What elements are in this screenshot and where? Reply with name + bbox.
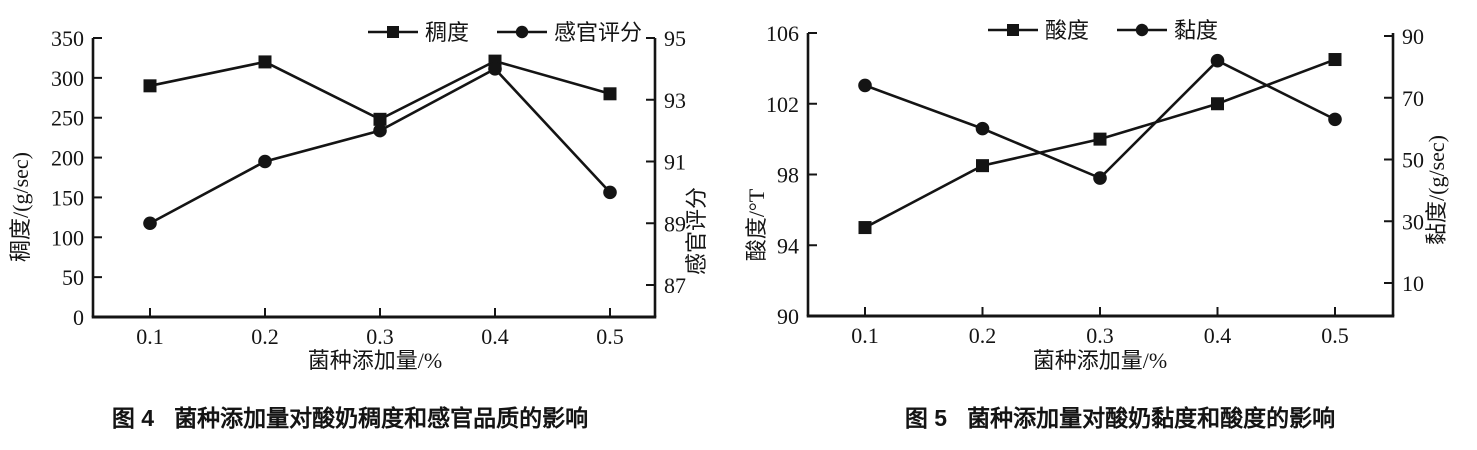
data-point-circle	[143, 216, 157, 231]
left-y-tick-label: 94	[777, 233, 799, 258]
data-point-square	[1211, 97, 1224, 111]
x-axis-title: 菌种添加量/%	[1033, 348, 1167, 373]
x-tick-label: 0.1	[136, 324, 164, 349]
right-y-tick-label: 90	[1402, 24, 1424, 49]
chart-fig4: 0.1 0.2 0.3 0.4 0.5 0 50 100 150 200 250 300 350 87 89…	[8, 20, 709, 373]
data-point-circle	[1210, 53, 1225, 68]
left-y-tick-label: 150	[51, 185, 84, 210]
legend-item: 感官评分	[497, 20, 642, 45]
data-point-square	[373, 112, 387, 126]
x-tick-label: 0.4	[1204, 323, 1232, 348]
right-y-tick-label: 10	[1402, 271, 1424, 296]
right-y-tick-label: 89	[664, 211, 686, 236]
data-point-circle	[1093, 171, 1107, 185]
legend-label: 酸度	[1045, 18, 1089, 43]
chart-fig5: 0.1 0.2 0.3 0.4 0.5 90 94 98 102 106 10 30 50 70 90 酸度/…	[744, 18, 1449, 373]
left-axis-title: 稠度/(g/sec)	[8, 152, 33, 262]
data-point-square	[1093, 132, 1107, 146]
x-tick-label: 0.3	[366, 324, 394, 349]
series-line-secondary	[149, 67, 611, 225]
left-y-tick-label: 50	[62, 265, 84, 290]
right-axis-title: 感官评分	[684, 187, 709, 275]
figure-4-number: 图 4	[111, 405, 155, 431]
legend-circle-marker-icon	[1135, 23, 1149, 37]
x-tick-label: 0.1	[851, 323, 879, 348]
data-point-circle	[373, 123, 387, 138]
data-point-square	[258, 55, 272, 69]
legend-circle-marker-icon	[515, 25, 529, 39]
right-y-tick-label: 50	[1402, 148, 1424, 173]
left-y-tick-label: 102	[766, 92, 799, 117]
figure-5-caption: 图 5 菌种添加量对酸奶黏度和酸度的影响	[820, 399, 1420, 433]
figure-4-caption: 图 4 菌种添加量对酸奶稠度和感官品质的影响	[35, 399, 665, 433]
data-point-circle	[858, 78, 872, 93]
data-point-square	[976, 159, 989, 173]
left-y-tick-label: 350	[51, 26, 84, 51]
data-point-circle	[488, 62, 502, 76]
figure-5-title: 菌种添加量对酸奶黏度和酸度的影响	[967, 405, 1336, 431]
left-y-tick-label: 90	[777, 304, 799, 329]
left-y-tick-label: 300	[51, 66, 84, 91]
x-tick-label: 0.4	[481, 324, 509, 349]
left-y-tick-label: 250	[51, 106, 84, 131]
series-line-primary	[149, 59, 611, 121]
data-point-circle	[1328, 112, 1342, 127]
data-point-circle	[258, 154, 272, 169]
right-y-tick-label: 70	[1402, 86, 1424, 111]
left-y-tick-label: 98	[777, 163, 799, 188]
x-axis-title: 菌种添加量/%	[308, 348, 442, 373]
right-y-tick-label: 87	[664, 273, 686, 298]
data-point-square	[1328, 53, 1342, 67]
x-tick-label: 0.3	[1086, 323, 1114, 348]
legend-label: 黏度	[1174, 18, 1218, 43]
legend-label: 稠度	[425, 20, 469, 45]
legend-item: 黏度	[1117, 18, 1218, 43]
figure-4-title: 菌种添加量对酸奶稠度和感官品质的影响	[174, 405, 589, 431]
figure-5-number: 图 5	[904, 405, 948, 431]
right-y-tick-label: 95	[664, 26, 686, 51]
data-point-square	[143, 79, 157, 93]
x-tick-label: 0.5	[1321, 323, 1349, 348]
x-tick-label: 0.2	[969, 323, 997, 348]
right-axis-title: 黏度/(g/sec)	[1424, 135, 1449, 245]
legend-label: 感官评分	[554, 20, 642, 45]
legend-square-marker-icon	[1007, 24, 1019, 36]
legend-item: 酸度	[988, 18, 1089, 43]
left-axis-title: 酸度/°T	[744, 188, 769, 261]
left-y-tick-label: 100	[51, 225, 84, 250]
right-y-tick-label: 30	[1402, 209, 1424, 234]
right-y-tick-label: 93	[664, 88, 686, 113]
right-y-tick-label: 91	[664, 150, 686, 175]
legend-square-marker-icon	[387, 26, 399, 38]
data-point-square	[858, 221, 872, 235]
legend-item: 稠度	[368, 20, 469, 45]
x-tick-label: 0.2	[251, 324, 279, 349]
x-tick-label: 0.5	[596, 324, 624, 349]
data-point-circle	[603, 185, 617, 200]
data-point-circle	[975, 121, 990, 136]
left-y-tick-label: 200	[51, 146, 84, 171]
data-point-square	[603, 87, 617, 101]
left-y-tick-label: 0	[73, 305, 84, 330]
series-line-secondary	[864, 59, 1336, 180]
left-y-tick-label: 106	[766, 21, 799, 46]
